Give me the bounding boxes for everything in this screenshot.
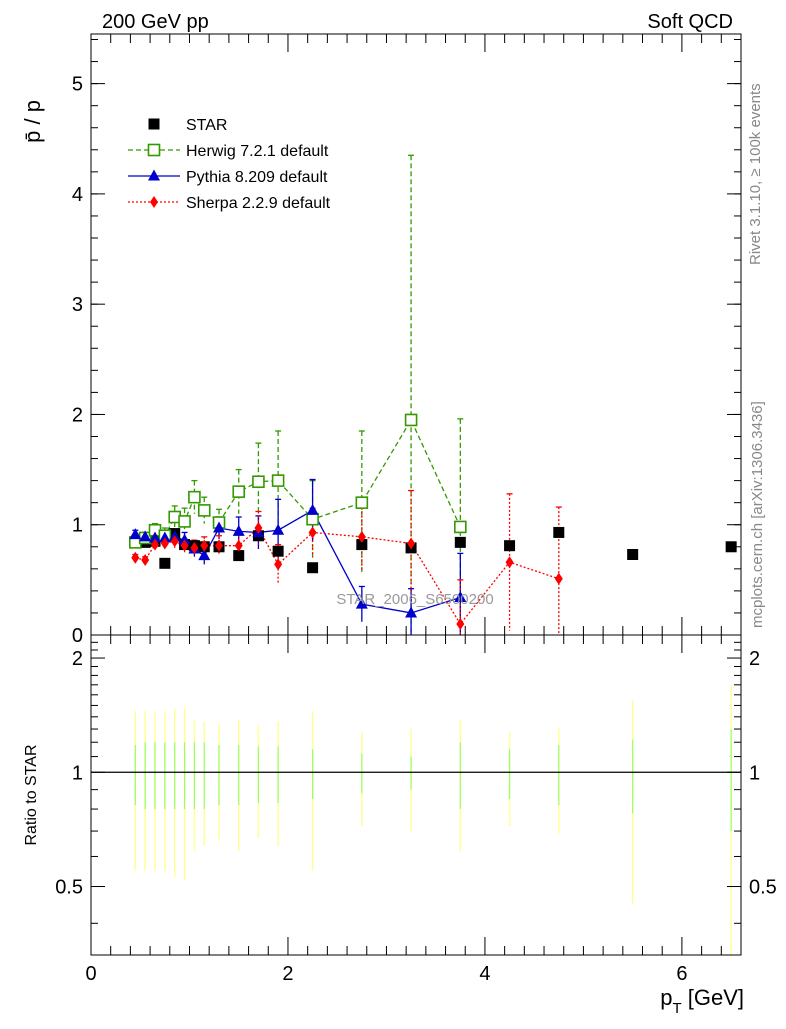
data-point — [404, 413, 418, 427]
ratio-y-label: Ratio to STAR — [23, 744, 40, 845]
rivet-label: Rivet 3.1.10, ≥ 100k events — [747, 83, 764, 265]
data-point — [356, 539, 368, 551]
data-point — [215, 539, 224, 552]
bottom-panel-frame — [90, 634, 742, 956]
data-point — [405, 606, 418, 618]
watermark: STAR_2006_S6500200 — [336, 591, 493, 608]
ratio-y-tick-label: 1 — [72, 762, 83, 784]
data-point — [627, 548, 639, 560]
data-point — [271, 474, 285, 487]
data-point — [355, 496, 369, 509]
ratio-bands — [134, 684, 732, 955]
top-y-tick-label: 5 — [72, 74, 83, 96]
legend-marker — [150, 196, 158, 208]
header-right: Soft QCD — [647, 11, 733, 33]
data-point — [160, 537, 169, 550]
data-point — [233, 550, 245, 562]
data-point — [198, 549, 211, 561]
data-point — [355, 597, 368, 609]
legend-marker — [148, 169, 160, 181]
legend-label: Herwig 7.2.1 default — [186, 143, 329, 160]
data-point — [232, 485, 246, 498]
data-point — [200, 539, 209, 552]
data-point — [272, 545, 284, 557]
legend-marker — [148, 118, 160, 130]
data-point — [178, 515, 191, 528]
top-y-axis-label: p̄ / p — [20, 100, 45, 143]
top-y-tick-label: 0 — [72, 625, 83, 647]
legend-label: Sherpa 2.2.9 default — [186, 195, 331, 212]
data-point — [129, 528, 142, 540]
bottom-axes: 0.5 0.5 1 1 2 2 0 2 4 6 — [55, 635, 777, 985]
top-y-tick-label: 1 — [72, 515, 83, 537]
top-y-tick-label: 4 — [72, 184, 83, 206]
data-point — [254, 522, 263, 535]
data-point — [234, 539, 243, 552]
mcplots-label: mcplots.cern.ch [arXiv:1306.3436] — [749, 401, 766, 628]
data-point — [308, 526, 317, 539]
top-axes: 0 1 2 3 4 5 — [72, 34, 742, 647]
legend-marker — [147, 143, 161, 157]
data-point — [307, 562, 319, 574]
data-point — [407, 537, 416, 550]
data-point — [553, 526, 565, 538]
data-point — [139, 530, 152, 542]
data-point — [272, 523, 285, 535]
legend: STAR Herwig 7.2.1 default Pythia 8.209 def… — [128, 117, 331, 212]
data-point — [180, 539, 189, 552]
x-label-text: pT [GeV] — [660, 985, 744, 1017]
data-point — [149, 531, 162, 543]
data-point — [274, 558, 283, 571]
top-y-label-text: p̄ / p — [20, 100, 45, 143]
x-tick-label: 6 — [676, 963, 687, 985]
data-point — [232, 524, 245, 536]
data-point — [454, 520, 467, 534]
x-tick-label: 2 — [282, 963, 293, 985]
top-y-tick-label: 2 — [72, 404, 83, 426]
data-point — [504, 540, 516, 552]
data-point — [197, 504, 211, 517]
data-point — [131, 551, 140, 564]
ratio-y-tick-label-right: 0.5 — [749, 877, 777, 899]
data-point — [178, 533, 191, 545]
data-point — [725, 541, 737, 553]
data-point — [454, 591, 467, 603]
top-y-tick-label: 3 — [72, 294, 83, 316]
header-left: 200 GeV pp — [102, 11, 209, 33]
data-point — [158, 531, 171, 543]
x-axis-label: pT [GeV] — [660, 985, 744, 1017]
data-point — [357, 530, 366, 543]
top-series-layer — [129, 154, 737, 635]
data-point — [170, 535, 179, 548]
x-tick-label: 4 — [479, 963, 490, 985]
data-point — [306, 512, 319, 526]
data-point — [306, 503, 319, 515]
data-point — [159, 557, 171, 569]
x-tick-label: 0 — [85, 963, 96, 985]
legend-label: STAR — [186, 117, 227, 134]
ratio-y-tick-label: 2 — [72, 648, 83, 670]
data-point — [454, 536, 466, 548]
data-point — [151, 538, 160, 551]
data-point — [554, 572, 563, 585]
data-point — [213, 521, 226, 533]
data-point — [188, 490, 201, 504]
data-point — [141, 554, 150, 567]
legend-label: Pythia 8.209 default — [186, 169, 328, 186]
ratio-y-tick-label-right: 1 — [749, 762, 760, 784]
data-point — [190, 541, 199, 554]
data-point — [252, 475, 265, 489]
ratio-y-tick-label-right: 2 — [749, 648, 760, 670]
ratio-y-tick-label: 0.5 — [55, 877, 83, 899]
data-point — [456, 617, 465, 630]
data-point — [505, 556, 514, 569]
